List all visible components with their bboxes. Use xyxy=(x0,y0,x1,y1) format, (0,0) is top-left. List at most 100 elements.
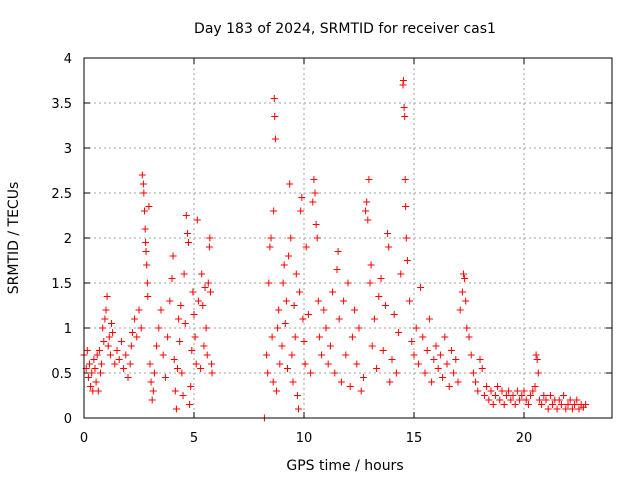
data-point xyxy=(355,324,363,332)
data-point xyxy=(198,270,206,278)
data-point xyxy=(149,387,157,395)
data-point xyxy=(284,365,291,372)
y-tick-label: 3 xyxy=(64,142,72,157)
data-point xyxy=(335,315,343,323)
data-point xyxy=(474,387,482,395)
data-point xyxy=(476,356,484,363)
data-point xyxy=(549,401,557,408)
data-point xyxy=(273,387,280,395)
data-point xyxy=(137,324,145,332)
data-point xyxy=(401,176,409,183)
data-point xyxy=(329,288,337,296)
data-point xyxy=(280,261,288,269)
data-point xyxy=(124,374,132,381)
data-point xyxy=(313,234,321,242)
data-point xyxy=(310,176,318,183)
data-point xyxy=(153,342,161,350)
data-point xyxy=(288,351,296,359)
data-point xyxy=(402,203,410,210)
data-point xyxy=(575,405,583,413)
data-point xyxy=(289,378,297,386)
data-point xyxy=(582,401,590,408)
data-point xyxy=(200,342,208,350)
data-point xyxy=(128,329,136,336)
y-tick-label: 2 xyxy=(64,232,72,247)
data-point xyxy=(295,405,302,413)
data-point xyxy=(271,113,279,120)
y-tick-label: 3.5 xyxy=(51,97,72,112)
data-point xyxy=(560,392,568,399)
data-point xyxy=(274,324,282,332)
data-point xyxy=(410,351,418,359)
data-point xyxy=(207,288,214,296)
data-point xyxy=(333,266,341,273)
data-point xyxy=(540,392,548,399)
data-point xyxy=(430,356,438,363)
data-point xyxy=(365,176,373,183)
data-point xyxy=(450,369,458,377)
data-point xyxy=(385,243,393,251)
data-point xyxy=(324,360,332,368)
data-point xyxy=(318,351,326,359)
data-point xyxy=(175,315,183,323)
data-point xyxy=(131,315,139,323)
data-point xyxy=(142,239,150,246)
data-point xyxy=(113,347,121,354)
data-point xyxy=(120,365,128,372)
data-point xyxy=(505,387,513,395)
data-point xyxy=(533,356,541,363)
data-point xyxy=(98,360,106,368)
data-point xyxy=(185,239,192,246)
data-point xyxy=(148,396,156,404)
data-point xyxy=(531,383,539,390)
data-point xyxy=(364,216,372,224)
data-point xyxy=(392,369,400,377)
y-tick-label: 2.5 xyxy=(51,187,72,202)
data-point xyxy=(145,203,153,210)
data-point xyxy=(104,342,112,350)
data-point xyxy=(86,360,93,368)
data-point xyxy=(367,261,375,269)
data-point xyxy=(402,234,410,242)
data-point xyxy=(109,329,117,336)
data-point xyxy=(331,369,339,377)
data-point xyxy=(368,342,376,350)
data-point xyxy=(494,383,502,390)
data-point xyxy=(529,387,537,395)
data-point xyxy=(290,302,298,309)
data-point xyxy=(496,396,504,404)
data-point xyxy=(520,387,528,395)
data-point xyxy=(480,392,488,399)
data-point xyxy=(291,333,299,341)
data-point xyxy=(95,347,103,354)
data-point xyxy=(542,396,550,404)
data-point xyxy=(168,275,176,282)
data-point xyxy=(126,360,134,368)
data-point xyxy=(366,279,374,287)
data-point xyxy=(296,288,304,296)
data-point xyxy=(206,234,214,242)
data-point xyxy=(174,365,181,372)
data-point xyxy=(204,279,212,287)
data-point xyxy=(467,351,475,359)
data-point xyxy=(485,396,493,404)
data-point xyxy=(553,405,561,413)
data-point xyxy=(157,306,165,314)
data-point xyxy=(419,333,427,341)
data-point xyxy=(401,113,409,120)
data-point xyxy=(193,216,201,224)
data-point xyxy=(524,401,532,408)
scatter-points xyxy=(80,77,590,422)
data-point xyxy=(373,365,381,372)
data-point xyxy=(500,401,508,408)
data-point xyxy=(122,351,130,359)
data-point xyxy=(342,351,350,359)
data-point xyxy=(177,302,185,309)
data-point xyxy=(150,369,158,377)
data-point xyxy=(275,306,283,314)
data-point xyxy=(309,198,317,206)
data-point xyxy=(202,324,210,332)
data-point xyxy=(194,297,202,305)
data-point xyxy=(299,315,307,323)
data-point xyxy=(278,342,286,350)
